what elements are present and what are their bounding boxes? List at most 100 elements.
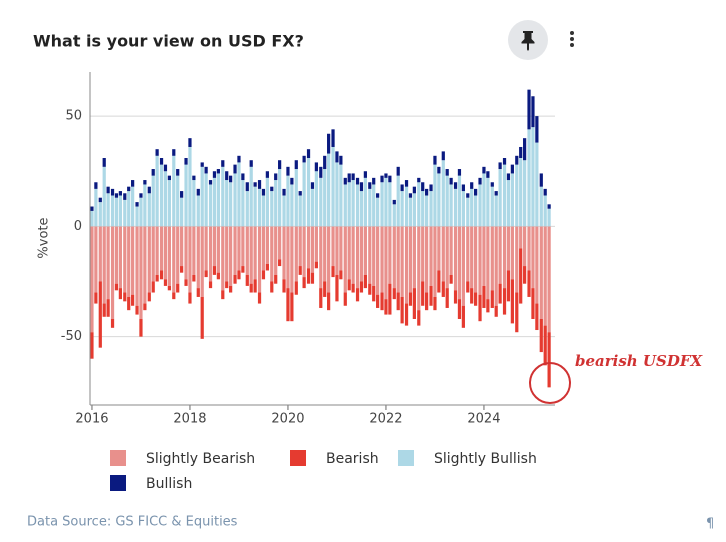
bar [143,226,147,304]
bar [408,193,413,198]
bar [151,226,155,282]
bar [114,193,119,198]
bar [106,299,110,317]
bar [208,226,213,282]
bar [519,158,523,227]
bar [474,226,478,293]
bar [527,270,531,297]
bar [143,303,147,311]
bar [412,226,416,289]
bar [225,226,229,282]
bar [425,188,429,196]
bar [188,226,192,293]
bar [535,303,539,331]
bar [123,226,127,293]
bar [131,186,135,227]
bar [302,226,306,278]
bar [106,193,110,227]
bar [323,155,327,170]
bar [417,177,421,183]
bar [90,206,94,211]
bar [147,193,151,227]
bar [355,226,360,289]
menu-button[interactable] [570,31,574,47]
bar [388,226,392,284]
pin-icon[interactable] [521,31,535,51]
bar [294,160,298,170]
bar [433,296,437,311]
bar [335,274,339,302]
bar [221,226,225,291]
bar [208,180,213,185]
menu-dot[interactable] [570,31,574,35]
bar [110,318,115,328]
bar [539,226,543,319]
source: Data Source: GS FICC & Equities [27,515,238,530]
bar [445,169,449,176]
bar [184,226,188,280]
bar [233,274,237,284]
bar [335,226,339,275]
pin-button[interactable] [508,20,548,60]
bar [147,292,151,302]
bar [270,186,274,192]
bar [319,226,323,289]
bar [282,188,286,196]
bar [139,318,143,337]
bar [494,226,498,306]
bar [449,274,453,284]
bar [241,226,245,267]
bar [498,162,502,170]
bar [327,153,331,227]
bar [531,96,535,128]
bar [543,325,547,366]
bar [270,226,274,282]
menu-dot[interactable] [570,43,574,47]
bar [208,281,213,289]
bar [445,226,449,289]
bar [151,169,155,176]
bar [110,226,115,319]
bar [404,226,409,304]
bar [437,166,441,174]
annotation: bearish USDFX [575,352,703,370]
bar [155,155,159,227]
bar [519,226,523,249]
bar [319,288,323,308]
bar [98,226,102,282]
bar [90,332,94,359]
bar [225,180,229,227]
bar [147,186,151,194]
bar [306,149,311,159]
menu-dot[interactable] [570,37,574,41]
bar [355,288,360,302]
bar [196,188,200,196]
bar [384,177,388,227]
bar [331,266,335,278]
bar [539,173,543,187]
bar [298,266,302,275]
bar [323,281,327,297]
bar [102,303,106,317]
bar [502,164,507,227]
bar [319,166,323,178]
bar [437,270,441,293]
bar [351,180,355,227]
bar [249,283,253,293]
bar [237,270,241,280]
legend-swatch [110,475,126,491]
bar [339,226,343,271]
bar [445,175,449,227]
legend-label: Slightly Bullish [434,451,537,467]
bar [274,173,278,181]
legend-label: Bullish [146,476,192,492]
bar [498,169,502,227]
bar [351,283,355,293]
bar [412,193,416,227]
bar [368,283,372,295]
bar [388,283,392,315]
x-tick-label: 2016 [75,412,108,427]
bar [221,290,225,300]
bar [131,294,135,306]
